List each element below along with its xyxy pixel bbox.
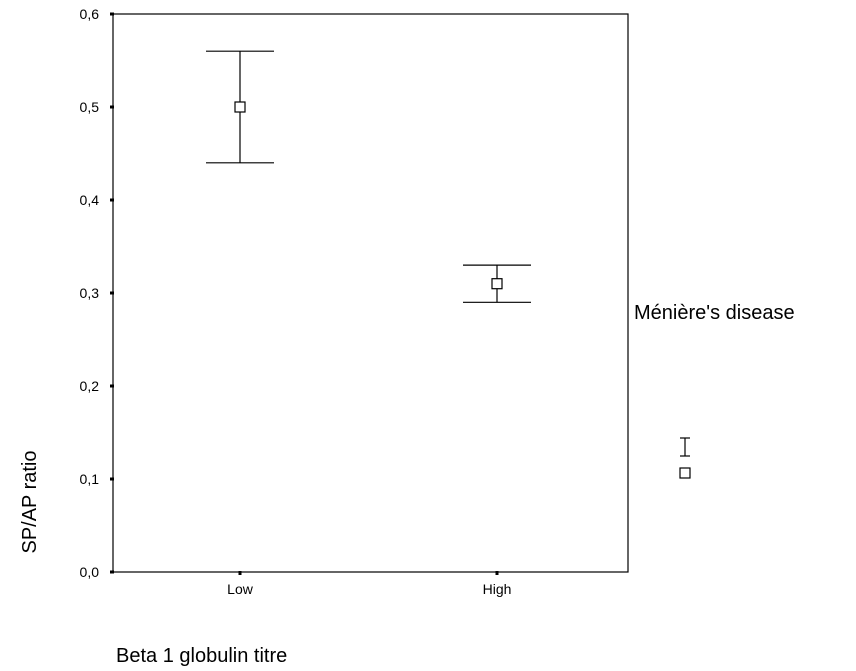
y-tick-label: 0,1 — [80, 471, 100, 487]
legend-marker — [679, 467, 691, 479]
mean-marker — [491, 278, 503, 290]
mean-marker — [234, 101, 246, 113]
y-tick-label: 0,5 — [80, 99, 100, 115]
y-axis: 0,0 0,1 0,2 0,3 0,4 0,5 0,6 — [80, 6, 114, 580]
x-tick-label: Low — [227, 581, 254, 597]
y-tick-label: 0,6 — [80, 6, 100, 22]
legend-series-name: Ménière's disease — [634, 302, 795, 324]
data-marks — [206, 50, 531, 303]
error-bar-high — [463, 264, 531, 303]
y-tick-label: 0,4 — [80, 192, 100, 208]
y-axis-title: SP/AP ratio — [19, 450, 41, 553]
y-tick-label: 0,0 — [80, 564, 100, 580]
legend-symbol — [679, 437, 691, 479]
legend: Ménière's disease — [634, 302, 795, 479]
x-axis: Low High — [227, 571, 511, 597]
x-tick-label: High — [483, 581, 512, 597]
plot-frame — [112, 13, 629, 573]
y-tick-label: 0,2 — [80, 378, 100, 394]
y-tick-label: 0,3 — [80, 285, 100, 301]
error-bar-low — [206, 50, 274, 164]
x-axis-title: Beta 1 globulin titre — [116, 645, 287, 667]
